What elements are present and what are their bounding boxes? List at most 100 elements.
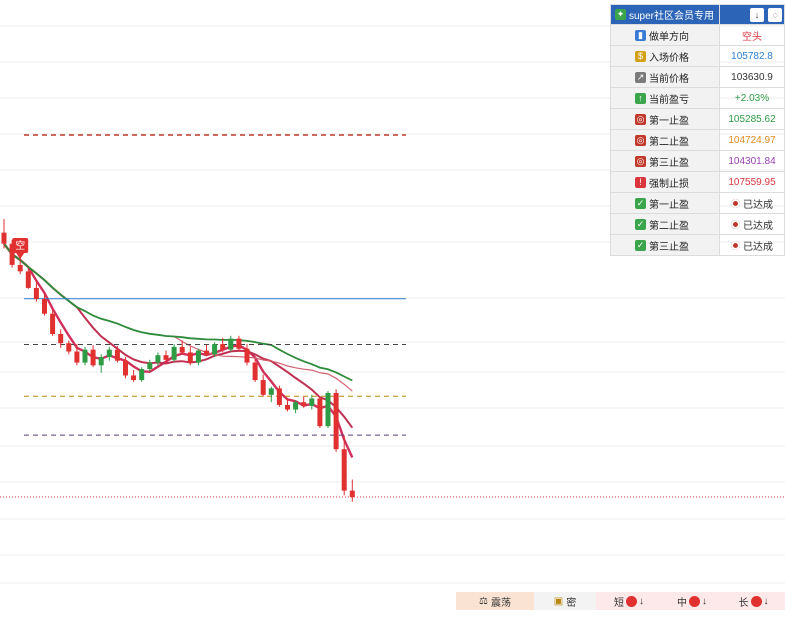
- toolbar-item[interactable]: 中 ↓: [662, 592, 723, 610]
- toolbar-item-label: 长: [738, 597, 749, 609]
- candle-body: [349, 490, 355, 498]
- candle-body: [195, 350, 201, 363]
- target-icon: ◎: [635, 113, 646, 125]
- panel-row: ▮ 做单方向 空头: [610, 24, 785, 46]
- candle-body: [268, 388, 274, 395]
- moving-average-line: [3, 242, 354, 458]
- candle-body: [260, 380, 266, 395]
- toolbar-item-label: 密: [566, 597, 577, 609]
- moving-averages: [3, 242, 354, 458]
- candle-body: [66, 343, 72, 352]
- panel-row: ✓ 第三止盈 已达成: [610, 234, 785, 256]
- short-marker-pointer: [16, 253, 25, 259]
- toolbar-item-arrow: ↓: [639, 595, 644, 607]
- chart-up-icon: ↑: [635, 92, 646, 104]
- candle-body: [187, 352, 193, 363]
- trend-chart-icon: ↗: [635, 71, 646, 83]
- short-marker-flag: [12, 238, 29, 253]
- alarm-icon: !: [635, 176, 646, 188]
- panel-row-value: 已达成: [743, 241, 773, 253]
- candle-body: [220, 344, 226, 350]
- panel-row-value: 105782.8: [731, 50, 773, 62]
- candle-body: [276, 388, 282, 405]
- candle-body: [155, 355, 161, 363]
- bar-chart-icon: ▮: [635, 29, 646, 41]
- candle-body: [82, 349, 88, 363]
- candle-body: [228, 338, 234, 350]
- candle-body: [50, 313, 56, 335]
- short-marker-label: 空: [15, 239, 25, 252]
- candle-body: [317, 398, 323, 427]
- panel-row: ◎ 第二止盈 104724.97: [610, 129, 785, 151]
- candle-body: [90, 349, 96, 366]
- candle-body: [139, 369, 145, 381]
- download-button[interactable]: ↓: [750, 7, 764, 22]
- panel-title: super社区会员专用: [629, 11, 715, 22]
- panel-row-label: 强制止损: [649, 178, 689, 190]
- panel-row-label: 第一止盈: [649, 199, 689, 211]
- candle-body: [252, 362, 258, 381]
- panel-row-label: 第一止盈: [649, 115, 689, 127]
- target-icon: [731, 240, 740, 250]
- panel-row-label: 当前价格: [649, 73, 689, 85]
- panel-row-label: 第二止盈: [649, 136, 689, 148]
- lock-icon: ▣: [553, 595, 564, 607]
- refresh-button[interactable]: ◌: [768, 7, 782, 22]
- target-icon: [731, 219, 740, 229]
- panel-row-value: 104724.97: [728, 134, 776, 146]
- panel-row-label: 第二止盈: [649, 220, 689, 232]
- candle-body: [131, 375, 137, 381]
- candle-body: [106, 349, 112, 358]
- panel-row: ◎ 第三止盈 104301.84: [610, 150, 785, 172]
- panel-row: ↗ 当前价格 103630.9: [610, 66, 785, 88]
- red-circle-icon: [750, 595, 762, 607]
- candle-body: [244, 348, 250, 363]
- panel-row: ! 强制止损 107559.95: [610, 171, 785, 193]
- price-levels: [0, 134, 785, 498]
- moving-average-line: [3, 243, 353, 382]
- candle-body: [9, 243, 15, 265]
- toolbar-item[interactable]: 短 ↓: [596, 592, 663, 610]
- panel-row-label: 第三止盈: [649, 157, 689, 169]
- target-icon: ◎: [635, 134, 646, 146]
- candle-body: [204, 350, 209, 355]
- candle-body: [325, 392, 331, 427]
- target-icon: [731, 198, 740, 208]
- leaf-icon: ✦: [615, 9, 626, 20]
- panel-row-value: 103630.9: [731, 71, 773, 83]
- candle-body: [301, 402, 307, 406]
- panel-row: $ 入场价格 105782.8: [610, 45, 785, 67]
- toolbar-item-arrow: ↓: [763, 595, 769, 607]
- red-circle-icon: [689, 595, 700, 607]
- money-bag-icon: $: [635, 50, 646, 62]
- candle-body: [25, 271, 31, 288]
- candle-body: [123, 360, 128, 376]
- candle-body: [17, 264, 23, 272]
- candle-body: [114, 349, 120, 361]
- panel-row-value: 空头: [742, 31, 762, 43]
- candle-body: [341, 449, 347, 491]
- toolbar-item[interactable]: ▣ 密: [534, 592, 597, 610]
- panel-row-value: 107559.95: [728, 176, 776, 188]
- candle-body: [285, 404, 290, 410]
- panel-row: ↑ 当前盈亏 +2.03%: [610, 87, 785, 109]
- candle-body: [333, 392, 339, 450]
- target-icon: ◎: [635, 155, 646, 167]
- toolbar-item-label: 中: [677, 597, 687, 609]
- candle-body: [74, 351, 80, 363]
- check-icon: ✓: [635, 218, 646, 230]
- panel-row: ✓ 第一止盈 已达成: [610, 192, 785, 214]
- candle-body: [171, 346, 177, 360]
- candles: [1, 218, 355, 502]
- candle-body: [42, 298, 47, 314]
- toolbar-item[interactable]: ⚖ 震荡: [456, 592, 535, 610]
- toolbar-item-label: 短: [614, 597, 624, 609]
- panel-row-value: 104301.84: [728, 155, 776, 167]
- panel-row-label: 第三止盈: [649, 241, 689, 253]
- candle-body: [212, 344, 218, 355]
- toolbar-item[interactable]: 长 ↓: [722, 592, 785, 610]
- panel-row-value: 105285.62: [728, 113, 776, 125]
- panel-row-label: 做单方向: [649, 31, 689, 43]
- panel-row: ◎ 第一止盈 105285.62: [610, 108, 785, 130]
